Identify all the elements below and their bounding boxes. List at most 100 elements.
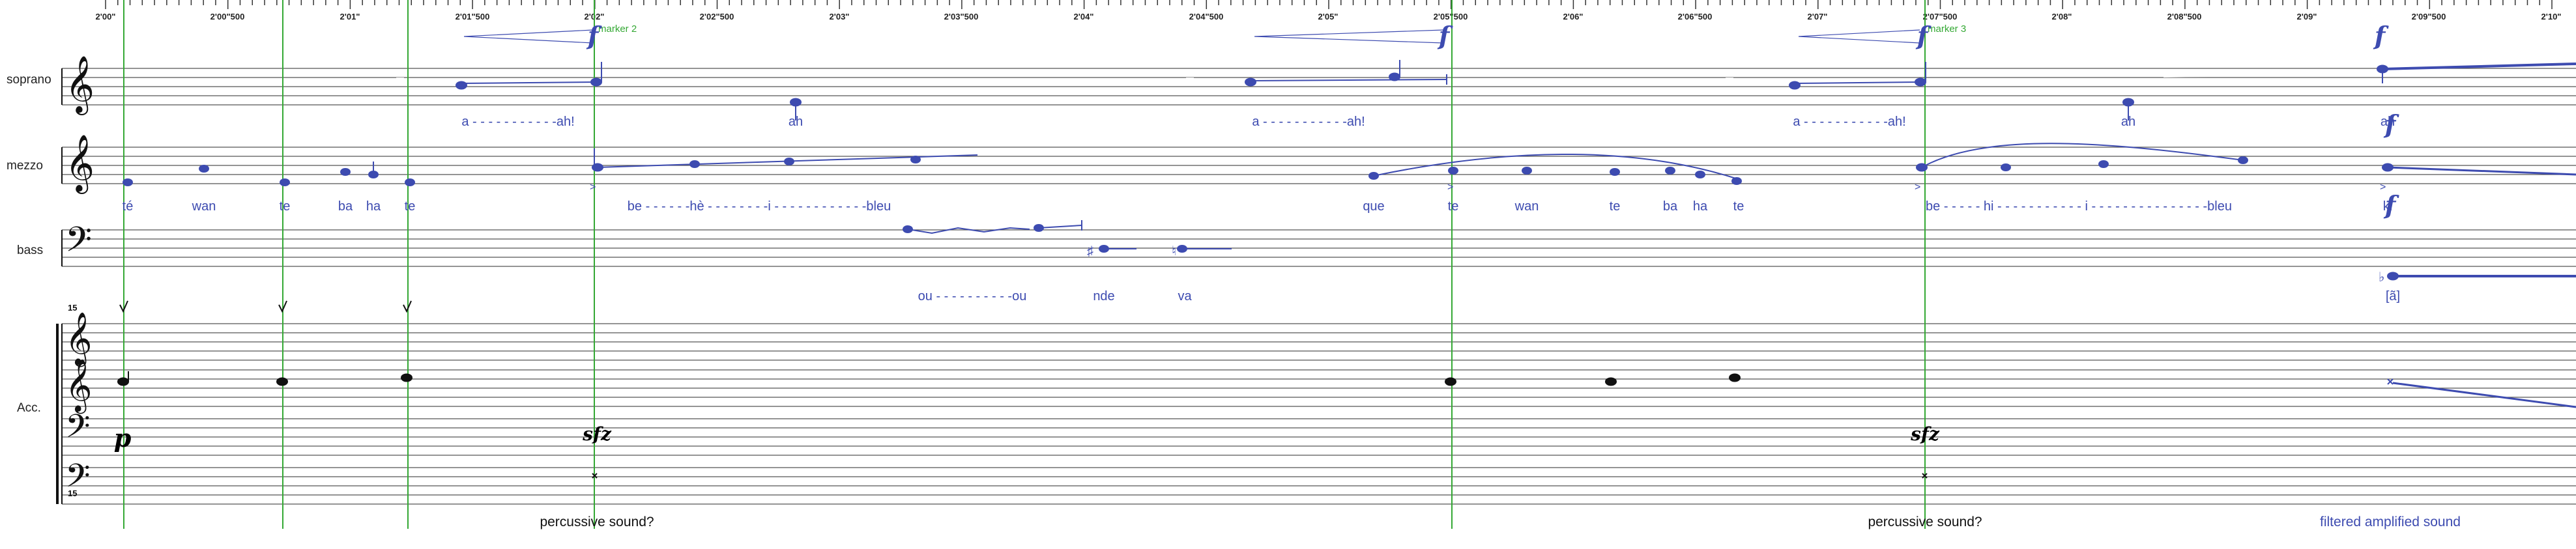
- note-head: [117, 377, 129, 386]
- marker-2-label[interactable]: marker 2: [598, 23, 637, 35]
- bass-clef-icon: 𝄢: [65, 220, 93, 268]
- time-label: 2'06": [1563, 12, 1584, 21]
- x-note: [2387, 378, 2394, 385]
- note-head: [280, 178, 290, 186]
- staff-lines: [62, 68, 2576, 505]
- natural-sign: ♮: [1172, 244, 1176, 259]
- time-label: 2'04"500: [1189, 12, 1224, 21]
- dynamic-forte: f: [587, 21, 599, 50]
- note-line: [1038, 225, 1082, 229]
- time-label: 2'05": [1318, 12, 1339, 21]
- soprano-notes: [456, 29, 2576, 120]
- note-head: [910, 156, 921, 163]
- dynamic-forte: f: [1438, 21, 1450, 50]
- lyric-mezzo: ba: [1662, 199, 1678, 214]
- acc-staff-2: [62, 369, 2576, 407]
- lyric-mezzo: ba: [338, 199, 353, 214]
- dynamic-sforzando: sfz: [1911, 423, 1939, 445]
- lyric-mezzo: be - - - - - -hè - - - - - - - -i - - - …: [627, 199, 891, 214]
- lyric-soprano: a - - - - - - - - - - -ah!: [1793, 115, 1906, 129]
- note-head: [340, 168, 351, 176]
- lyric-bass: ou - - - - - - - - - -ou: [918, 289, 1027, 303]
- lyric-soprano: ah: [2380, 115, 2395, 129]
- note-head: [276, 377, 288, 386]
- note-head: [401, 373, 412, 382]
- note-head: [2238, 156, 2248, 164]
- note-head: [590, 77, 602, 87]
- note-line: [1250, 79, 1447, 81]
- flat-sign: ♭: [2379, 270, 2384, 285]
- note-head: [1605, 377, 1617, 386]
- note-head: [1731, 177, 1742, 185]
- note-line: [1794, 81, 1923, 84]
- note-head: [784, 158, 794, 165]
- lyric-mezzo: te: [1733, 199, 1744, 214]
- annotation-text: percussive sound?: [540, 514, 654, 529]
- treble-clef-icon: 𝄞: [65, 55, 94, 113]
- time-label: 2'06"500: [1677, 12, 1713, 21]
- note-head: [405, 178, 415, 186]
- time-label: 2'09"500: [2411, 12, 2446, 21]
- glissando-line: [1373, 154, 1741, 180]
- soprano-white-gaps: [396, 71, 2347, 81]
- acc-notes: [117, 371, 2576, 479]
- crescendo-hairpin: [1254, 29, 1444, 44]
- time-label: 2'10": [2541, 12, 2562, 21]
- octave-marker-top: 15: [68, 303, 78, 313]
- lyric-soprano: a - - - - - - - - - - -ah!: [1252, 115, 1365, 129]
- acc-staff-4: [62, 467, 2576, 505]
- dynamic-forte: f: [2374, 21, 2386, 50]
- note-head: [1915, 77, 1926, 87]
- dynamic-forte: f: [2384, 109, 2396, 139]
- octave-marker-bottom: 15: [68, 488, 78, 498]
- lyric-mezzo: wan: [1514, 199, 1539, 214]
- marker-lines: [123, 0, 1926, 529]
- lyric-mezzo: ki: [2382, 199, 2393, 214]
- mezzo-notes: > > > >: [123, 143, 2576, 193]
- timeline-ruler[interactable]: 2'00" 2'00"500 2'01" 2'01"500 2'02" 2'02…: [0, 0, 2576, 26]
- lyric-mezzo: ha: [366, 199, 381, 214]
- time-label: 2'04": [1073, 12, 1094, 21]
- dynamic-piano: p: [113, 423, 132, 453]
- acc-staff-1: [62, 323, 2576, 361]
- note-head: [2098, 160, 2109, 168]
- accent-mark: >: [590, 182, 596, 193]
- time-label: 2'07": [1807, 12, 1828, 21]
- note-line: [461, 81, 599, 84]
- lyric-mezzo: ha: [1692, 199, 1708, 214]
- lyric-soprano: a - - - - - - - - - - -ah!: [461, 115, 575, 129]
- acc-staff-3: [62, 418, 2576, 456]
- time-label: 2'08"500: [2167, 12, 2202, 21]
- sharp-sign: ♯: [1087, 244, 1093, 259]
- time-label: 2'09": [2296, 12, 2317, 21]
- accent-mark: >: [2380, 182, 2386, 193]
- lyric-soprano: ah: [788, 115, 803, 129]
- lyric-bass: va: [1178, 289, 1192, 303]
- accent-mark: >: [1447, 182, 1453, 193]
- note-head: [1389, 72, 1400, 81]
- mezzo-staff: [62, 147, 2576, 184]
- x-note: [1922, 473, 1928, 479]
- marker-3-label[interactable]: marker 3: [1928, 23, 1967, 35]
- x-note: [592, 473, 598, 479]
- note-line: [2382, 63, 2576, 70]
- lyric-mezzo: te: [1447, 199, 1459, 214]
- time-label: 2'01"500: [455, 12, 490, 21]
- time-label: 2'00"500: [210, 12, 245, 21]
- note-head: [1695, 171, 1705, 178]
- note-head: [199, 165, 209, 173]
- note-line: [2387, 166, 2576, 176]
- note-head: [1610, 168, 1620, 176]
- trill-line: [907, 227, 1030, 234]
- accent-mark: >: [1915, 182, 1920, 193]
- note-head: [2001, 163, 2011, 171]
- lyric-mezzo: que: [1363, 199, 1385, 214]
- lyric-mezzo: te: [279, 199, 291, 214]
- note-head: [1448, 167, 1458, 175]
- staff-label-acc: Acc.: [17, 401, 41, 415]
- bass-notes: ♯ ♮ ♭: [903, 220, 2576, 285]
- time-label: 2'02"500: [699, 12, 734, 21]
- time-label: 2'08": [2051, 12, 2072, 21]
- dynamic-sforzando: sfz: [583, 423, 611, 445]
